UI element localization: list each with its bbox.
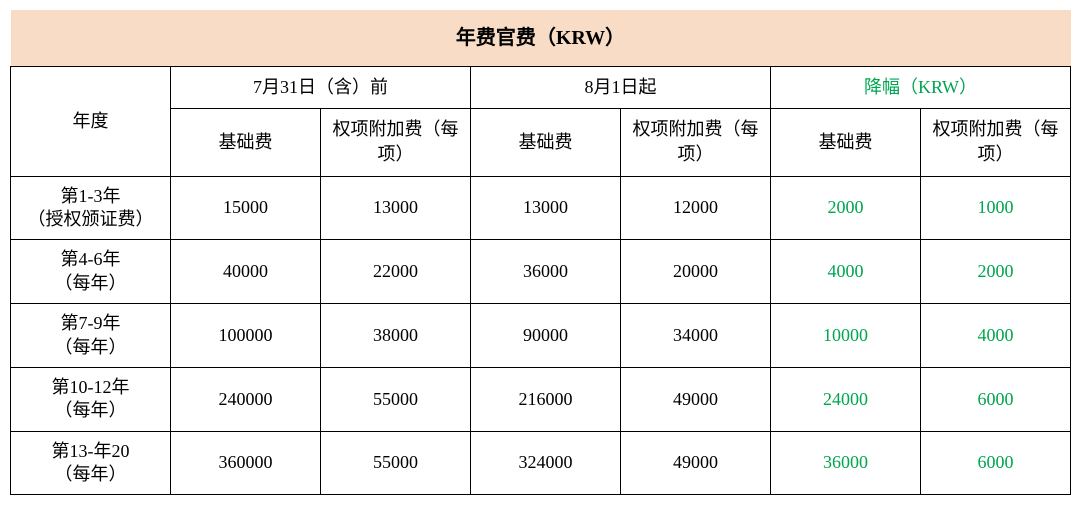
row-year-line1: 第10-12年: [52, 377, 130, 397]
cell-before-base: 100000: [171, 304, 321, 368]
row-year-label: 第7-9年 （每年）: [11, 304, 171, 368]
row-year-label: 第10-12年 （每年）: [11, 367, 171, 431]
col-year-header: 年度: [11, 67, 171, 177]
table-title-row: 年费官费（KRW）: [11, 10, 1071, 67]
header-group-row: 年度 7月31日（含）前 8月1日起 降幅（KRW）: [11, 67, 1071, 109]
cell-reduction-add: 6000: [921, 367, 1071, 431]
col-red-base: 基础费: [771, 109, 921, 176]
cell-reduction-add: 4000: [921, 304, 1071, 368]
row-year-line2: （每年）: [55, 400, 127, 420]
cell-after-base: 216000: [471, 367, 621, 431]
cell-before-base: 240000: [171, 367, 321, 431]
row-year-line1: 第13-年20: [52, 441, 130, 461]
cell-reduction-base: 10000: [771, 304, 921, 368]
col-group-after: 8月1日起: [471, 67, 771, 109]
col-before-add: 权项附加费（每项）: [321, 109, 471, 176]
cell-reduction-base: 4000: [771, 240, 921, 304]
row-year-line1: 第4-6年: [61, 249, 121, 269]
cell-after-base: 36000: [471, 240, 621, 304]
cell-before-add: 55000: [321, 367, 471, 431]
cell-after-base: 90000: [471, 304, 621, 368]
cell-reduction-base: 36000: [771, 431, 921, 495]
table-title: 年费官费（KRW）: [11, 10, 1071, 67]
table-row: 第13-年20 （每年） 36000055000324000490003600060…: [11, 431, 1071, 495]
row-year-label: 第4-6年 （每年）: [11, 240, 171, 304]
col-group-before: 7月31日（含）前: [171, 67, 471, 109]
cell-before-base: 360000: [171, 431, 321, 495]
cell-after-base: 324000: [471, 431, 621, 495]
cell-before-add: 55000: [321, 431, 471, 495]
row-year-line1: 第7-9年: [61, 313, 121, 333]
cell-before-base: 40000: [171, 240, 321, 304]
table-body: 第1-3年（授权颁证费）1500013000130001200020001000…: [11, 176, 1071, 495]
cell-after-add: 12000: [621, 176, 771, 240]
col-after-add: 权项附加费（每项）: [621, 109, 771, 176]
cell-before-add: 22000: [321, 240, 471, 304]
cell-before-base: 15000: [171, 176, 321, 240]
row-year-label: 第1-3年 （授权颁证费）: [11, 176, 171, 240]
row-year-line2: （每年）: [55, 273, 127, 293]
row-year-line2: （每年）: [55, 337, 127, 357]
table-row: 第7-9年 （每年） 100000380009000034000100004000: [11, 304, 1071, 368]
fee-table: 年费官费（KRW） 年度 7月31日（含）前 8月1日起 降幅（KRW） 基础费…: [10, 10, 1071, 495]
cell-reduction-base: 24000: [771, 367, 921, 431]
row-year-label: 第13-年20 （每年）: [11, 431, 171, 495]
cell-after-add: 49000: [621, 367, 771, 431]
table-row: 第10-12年 （每年） 24000055000216000490002400060…: [11, 367, 1071, 431]
col-red-add: 权项附加费（每项）: [921, 109, 1071, 176]
row-year-line2: （授权颁证费）: [28, 209, 154, 229]
fee-table-container: 年费官费（KRW） 年度 7月31日（含）前 8月1日起 降幅（KRW） 基础费…: [10, 10, 1070, 495]
col-group-reduction: 降幅（KRW）: [771, 67, 1071, 109]
row-year-line1: 第1-3年: [61, 186, 121, 206]
cell-reduction-add: 6000: [921, 431, 1071, 495]
cell-after-add: 34000: [621, 304, 771, 368]
table-row: 第1-3年（授权颁证费）1500013000130001200020001000: [11, 176, 1071, 240]
cell-after-add: 20000: [621, 240, 771, 304]
table-row: 第4-6年 （每年） 4000022000360002000040002000: [11, 240, 1071, 304]
row-year-line2: （每年）: [55, 464, 127, 484]
cell-before-add: 13000: [321, 176, 471, 240]
cell-after-base: 13000: [471, 176, 621, 240]
col-before-base: 基础费: [171, 109, 321, 176]
cell-reduction-add: 1000: [921, 176, 1071, 240]
cell-before-add: 38000: [321, 304, 471, 368]
cell-after-add: 49000: [621, 431, 771, 495]
cell-reduction-add: 2000: [921, 240, 1071, 304]
cell-reduction-base: 2000: [771, 176, 921, 240]
col-after-base: 基础费: [471, 109, 621, 176]
